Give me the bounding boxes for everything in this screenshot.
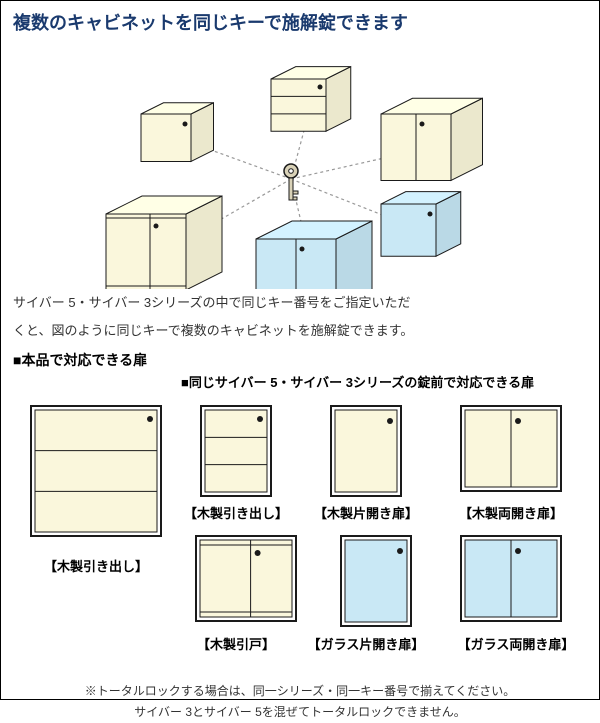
- caption-r1-1: 【木製片開き扉】: [306, 503, 426, 522]
- footnote-2: サイバー 3とサイバー 5を混ぜてトータルロックできません。: [1, 702, 599, 723]
- caption-r2-0: 【木製引戸】: [181, 634, 291, 653]
- footnote-1: ※トータルロックする場合は、同一シリーズ・同一キー番号で揃えてください。: [1, 681, 599, 702]
- caption-r1-0: 【木製引き出し】: [176, 503, 296, 522]
- caption-r1-2: 【木製両開き扉】: [446, 503, 576, 522]
- section-main-label: ■本品で対応できる扉: [1, 344, 599, 372]
- main-cabinet-caption: 【木製引き出し】: [21, 556, 171, 575]
- description-line-2: くと、図のように同じキーで複数のキャビネットを施解錠できます。: [1, 317, 599, 345]
- key-diagram: [1, 39, 599, 289]
- caption-r2-1: 【ガラス片開き扉】: [296, 634, 436, 653]
- caption-r2-2: 【ガラス両開き扉】: [441, 634, 591, 653]
- section-compat-label: ■同じサイバー 5・サイバー 3シリーズの錠前で対応できる扉: [1, 372, 599, 391]
- description-line-1: サイバー 5・サイバー 3シリーズの中で同じキー番号をご指定いただ: [1, 289, 599, 317]
- cabinet-grid: 【木製引き出し】 【木製引き出し】 【木製片開き扉】 【木製両開き扉】 【木製引…: [1, 391, 599, 681]
- page-title: 複数のキャビネットを同じキーで施解錠できます: [1, 1, 599, 39]
